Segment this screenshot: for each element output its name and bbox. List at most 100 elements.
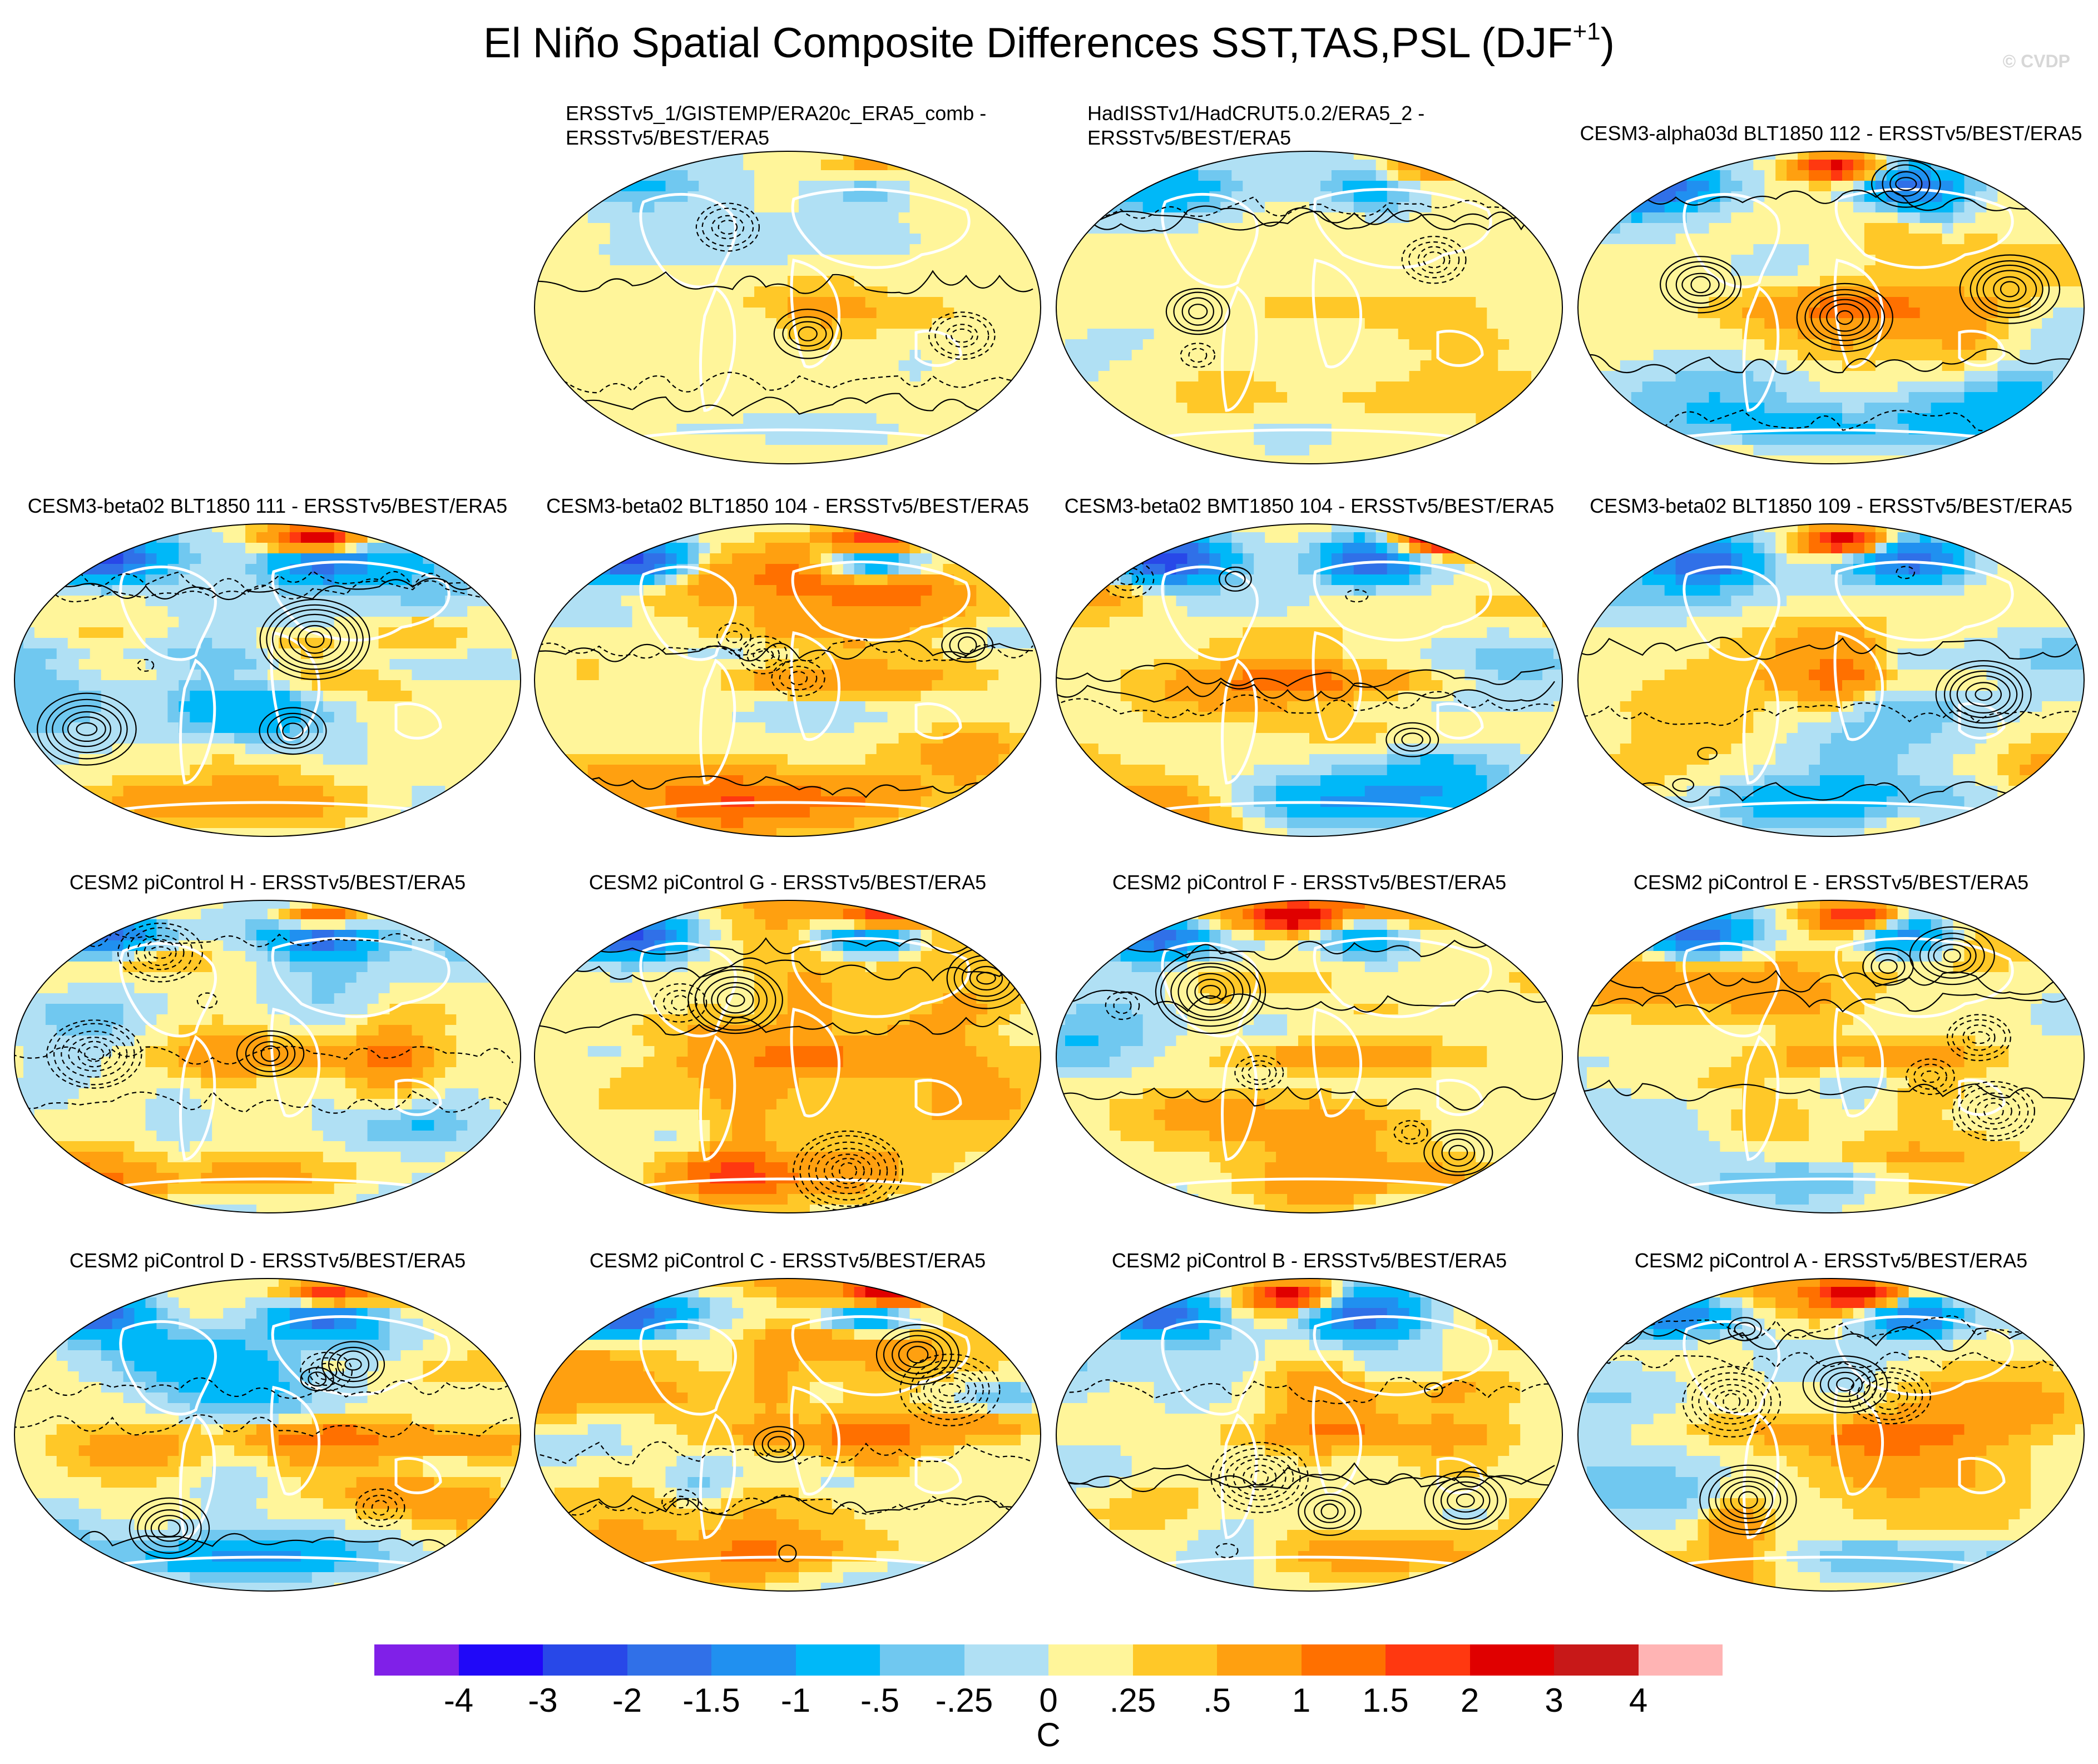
map-cell xyxy=(1509,151,1521,160)
map-cell xyxy=(2042,255,2054,266)
map-cell xyxy=(898,234,911,245)
map-cell xyxy=(765,181,777,192)
map-cell xyxy=(1842,276,1854,287)
map-cell xyxy=(1276,381,1288,393)
map-cell xyxy=(1942,413,1954,424)
map-cell xyxy=(1642,308,1654,319)
map-cell xyxy=(1420,181,1432,192)
map-cell xyxy=(1309,181,1321,192)
map-cell xyxy=(976,455,988,464)
map-cell xyxy=(1931,234,1943,245)
map-cell xyxy=(921,265,933,276)
map-cell xyxy=(1853,212,1865,224)
map-cell xyxy=(654,371,666,382)
map-border xyxy=(1577,151,2085,464)
map-cell xyxy=(1742,255,1754,266)
map-cell xyxy=(156,543,168,554)
map-cell xyxy=(1120,403,1132,414)
map-cell xyxy=(809,403,822,414)
map-cell xyxy=(554,445,566,456)
map-cell xyxy=(1387,160,1399,171)
map-cell xyxy=(954,244,966,255)
map-cell xyxy=(1964,455,1976,464)
map-cell xyxy=(1387,350,1399,361)
map-cell xyxy=(1931,413,1943,424)
map-cell xyxy=(576,170,588,181)
map-cell xyxy=(1098,318,1110,329)
map-cell xyxy=(1964,318,1976,329)
map-cell xyxy=(699,445,710,456)
map-cell xyxy=(732,255,744,266)
map-cell xyxy=(632,318,644,329)
map-cell xyxy=(1320,244,1332,255)
map-cell xyxy=(987,170,999,181)
map-cell xyxy=(2053,455,2065,464)
map-cell xyxy=(1578,445,1587,456)
map-cell xyxy=(67,680,80,691)
map-cell xyxy=(2020,371,2031,382)
map-cell xyxy=(1187,339,1199,350)
map-cell xyxy=(965,202,977,213)
map-cell xyxy=(1653,350,1665,361)
map-cell xyxy=(1087,160,1099,171)
map-cell xyxy=(598,403,611,414)
map-cell xyxy=(1276,434,1288,445)
map-cell xyxy=(1578,381,1587,393)
map-cell xyxy=(123,574,135,586)
map-cell xyxy=(1853,160,1865,171)
map-cell xyxy=(223,648,235,660)
map-cell xyxy=(1942,170,1954,181)
map-cell xyxy=(998,360,1010,371)
map-cell xyxy=(1087,276,1099,287)
map-cell xyxy=(1342,318,1354,329)
panel-title: CESM3-alpha03d BLT1850 112 - ERSSTv5/BES… xyxy=(1576,121,2086,146)
map-cell xyxy=(1953,297,1965,308)
map-cell xyxy=(788,160,799,171)
map-cell xyxy=(909,212,922,224)
map-cell xyxy=(1842,392,1854,403)
map-cell xyxy=(1853,371,1865,382)
map-cell xyxy=(1764,160,1776,171)
map-cell xyxy=(14,564,24,575)
map-cell xyxy=(156,659,168,670)
psl-contour xyxy=(773,308,842,359)
map-cell xyxy=(1753,350,1765,361)
map-cell xyxy=(1531,286,1543,298)
map-cell xyxy=(1809,276,1820,287)
map-cell xyxy=(1442,160,1454,171)
map-cell xyxy=(1098,308,1110,319)
map-cell xyxy=(56,596,68,607)
map-cell xyxy=(554,297,566,308)
map-cell xyxy=(1032,255,1041,266)
map-cell xyxy=(854,276,866,287)
map-cell xyxy=(1964,381,1976,393)
map-cell xyxy=(2008,434,2020,445)
map-cell xyxy=(1875,371,1887,382)
map-cell xyxy=(1287,455,1299,464)
map-cell xyxy=(1908,286,1921,298)
map-cell xyxy=(1331,297,1343,308)
map-cell xyxy=(632,265,644,276)
map-cell xyxy=(854,255,866,266)
map-cell xyxy=(1331,403,1343,414)
map-cell xyxy=(598,202,611,213)
map-cell xyxy=(501,638,512,649)
map-cell xyxy=(921,160,933,171)
map-cell xyxy=(1442,413,1454,424)
continent-outline xyxy=(1312,259,1362,369)
map-cell xyxy=(1675,455,1688,464)
map-cell xyxy=(1442,286,1454,298)
map-cell xyxy=(854,360,866,371)
map-cell xyxy=(1331,392,1343,403)
map-cell xyxy=(78,617,91,628)
map-cell xyxy=(256,670,268,681)
map-cell xyxy=(1908,223,1921,234)
map-cell xyxy=(1820,223,1832,234)
map-cell xyxy=(2008,350,2020,361)
map-cell xyxy=(1387,244,1399,255)
map-cell xyxy=(279,670,290,681)
psl-contour xyxy=(1675,265,1726,304)
map-cell xyxy=(1420,434,1432,445)
map-cell xyxy=(223,617,235,628)
map-cell xyxy=(400,553,413,564)
